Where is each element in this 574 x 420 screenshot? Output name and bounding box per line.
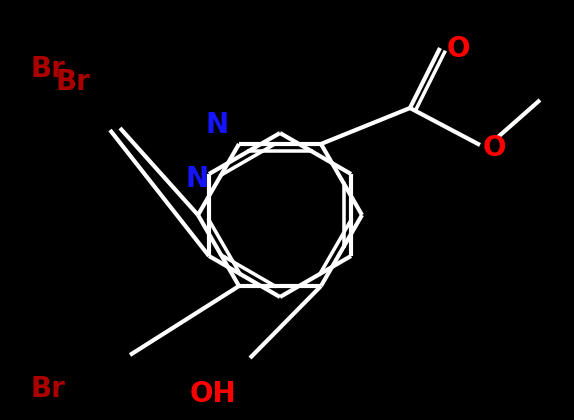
Text: OH: OH [190,380,236,408]
Text: Br: Br [30,375,65,403]
Text: N: N [206,111,229,139]
Text: O: O [447,35,471,63]
Text: N: N [185,165,208,193]
Text: O: O [483,134,506,162]
Text: Br: Br [55,68,90,96]
Text: Br: Br [30,55,65,83]
